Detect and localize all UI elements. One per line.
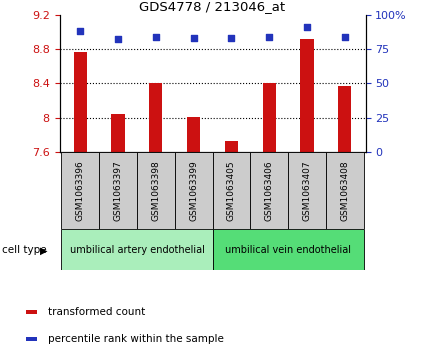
Point bbox=[266, 34, 272, 40]
Bar bbox=[26, 337, 37, 341]
Text: cell type: cell type bbox=[2, 245, 47, 256]
Text: GSM1063408: GSM1063408 bbox=[340, 160, 349, 221]
Point bbox=[153, 34, 159, 40]
Text: GSM1063398: GSM1063398 bbox=[151, 160, 160, 221]
Bar bbox=[149, 83, 162, 152]
Bar bbox=[250, 152, 288, 229]
Text: percentile rank within the sample: percentile rank within the sample bbox=[48, 334, 224, 344]
Point bbox=[190, 35, 197, 41]
Point bbox=[77, 28, 84, 34]
Bar bbox=[26, 310, 37, 314]
Point bbox=[341, 34, 348, 40]
Bar bbox=[175, 152, 212, 229]
Text: GSM1063406: GSM1063406 bbox=[265, 160, 274, 221]
Bar bbox=[137, 152, 175, 229]
Text: GSM1063397: GSM1063397 bbox=[113, 160, 122, 221]
Bar bbox=[300, 39, 314, 152]
Bar bbox=[212, 152, 250, 229]
Text: GSM1063396: GSM1063396 bbox=[76, 160, 85, 221]
Bar bbox=[288, 152, 326, 229]
Text: transformed count: transformed count bbox=[48, 307, 145, 317]
Bar bbox=[338, 86, 351, 152]
Bar bbox=[187, 117, 200, 152]
Bar bbox=[99, 152, 137, 229]
Bar bbox=[61, 229, 212, 270]
Bar bbox=[212, 229, 364, 270]
Text: umbilical artery endothelial: umbilical artery endothelial bbox=[70, 245, 204, 254]
Text: umbilical vein endothelial: umbilical vein endothelial bbox=[225, 245, 351, 254]
Bar bbox=[61, 152, 99, 229]
Text: ▶: ▶ bbox=[40, 245, 47, 256]
Bar bbox=[74, 52, 87, 152]
Bar bbox=[263, 83, 276, 152]
Point bbox=[228, 35, 235, 41]
Text: GSM1063405: GSM1063405 bbox=[227, 160, 236, 221]
Title: GDS4778 / 213046_at: GDS4778 / 213046_at bbox=[139, 0, 286, 13]
Bar bbox=[326, 152, 364, 229]
Point bbox=[303, 24, 310, 30]
Text: GSM1063399: GSM1063399 bbox=[189, 160, 198, 221]
Bar bbox=[111, 114, 125, 152]
Point bbox=[115, 36, 122, 42]
Bar bbox=[225, 141, 238, 152]
Text: GSM1063407: GSM1063407 bbox=[303, 160, 312, 221]
